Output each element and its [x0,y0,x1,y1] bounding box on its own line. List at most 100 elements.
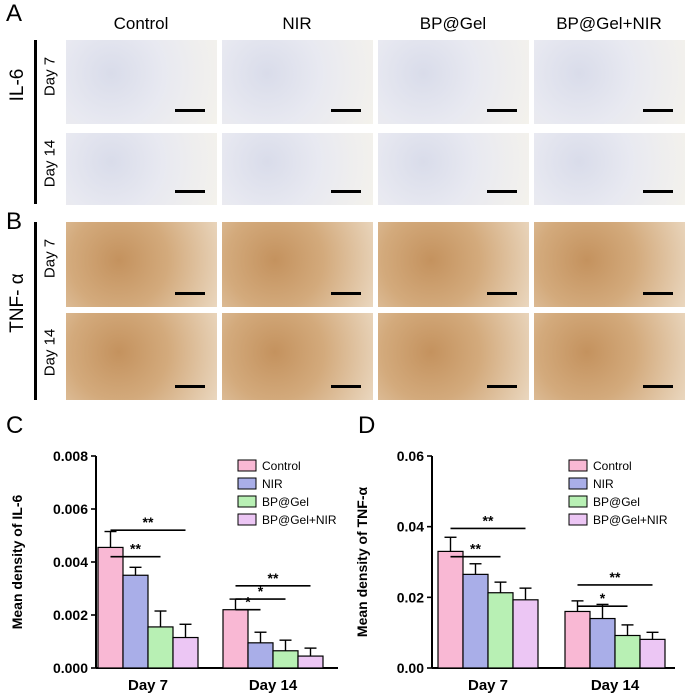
y-tick-label: 0.00 [397,660,424,676]
y-tick-label: 0.02 [397,589,424,605]
y-tick-label: 0.004 [53,554,88,570]
legend-label: BP@Gel+NIR [262,513,337,527]
bar [512,599,539,669]
scale-bar [175,109,205,112]
micrograph-tile [222,222,373,307]
legend-swatch [568,477,588,490]
scale-bar [643,385,673,388]
legend-label: BP@Gel+NIR [593,513,668,527]
scale-bar [487,385,517,388]
row-label-tnf-day14: Day 14 [41,328,59,377]
scale-bar [643,190,673,193]
group-bracket-il6 [34,40,37,204]
micrograph-tile [66,40,217,124]
x-tick-label: Day 14 [591,677,640,694]
scale-bar [175,190,205,193]
legend-label: Control [262,459,301,473]
micrograph-tile [534,313,685,400]
scale-bar [331,292,361,295]
scale-bar [175,385,205,388]
column-header-control: Control [113,14,169,33]
legend-label: NIR [262,477,283,491]
scale-bar [643,109,673,112]
legend-label: BP@Gel [262,495,309,509]
micrograph-tile [534,133,685,205]
legend-swatch [237,477,257,490]
bar [462,573,489,669]
x-tick-label: Day 7 [128,677,168,694]
legend-swatch [237,513,257,526]
y-tick-label: 0.006 [53,501,88,517]
bar [272,650,299,669]
micrograph-tile [66,222,217,307]
scale-bar [331,190,361,193]
significance-label: ** [470,541,481,557]
micrograph-tile [66,133,217,205]
bar [487,592,514,669]
group-label-tnf: TNF- α [7,273,28,333]
significance-label: * [600,590,606,606]
legend-label: BP@Gel [593,495,640,509]
micrograph-tile [534,222,685,307]
bar [247,642,274,669]
significance-label: ** [610,569,621,585]
bar [564,610,591,669]
significance-label: ** [268,570,279,586]
micrograph-tile [378,133,529,205]
micrograph-tile [534,40,685,124]
chart-tnf: 0.00 0.02 0.04 0.06 Mean density of TNF-α Day… [354,448,675,694]
bar [589,617,616,669]
scale-bar [487,292,517,295]
y-tick-label: 0.04 [397,519,424,535]
y-tick-label: 0.002 [53,607,88,623]
micrograph-tile [222,133,373,205]
micrograph-tile [222,40,373,124]
legend-swatch [568,513,588,526]
micrograph-tile [378,40,529,124]
legend-swatch [237,459,257,472]
bar [147,626,174,669]
scale-bar [487,190,517,193]
chart-il6: 0.000 0.002 0.004 0.006 0.008 Mean density of… [9,448,338,694]
x-tick-label: Day 14 [249,677,298,694]
column-header-bpgel: BP@Gel [419,14,487,33]
y-axis-label: Mean density of IL-6 [9,495,25,630]
legend-swatch [568,495,588,508]
row-label-tnf-day7: Day 7 [41,238,59,279]
scale-bar [175,292,205,295]
bar [614,634,641,669]
row-label-il6-day14: Day 14 [41,139,59,188]
panel-a-letter: A [6,0,23,27]
micrograph-tile [222,313,373,400]
y-axis-label: Mean density of TNF-α [354,487,370,638]
significance-label: * [245,594,251,610]
legend-label: Control [593,459,632,473]
micrograph-tile [66,313,217,400]
scale-bar [331,109,361,112]
group-bracket-tnf [34,222,37,400]
row-label-il6-day7: Day 7 [41,56,59,97]
legend-swatch [237,495,257,508]
legend-swatch [568,459,588,472]
bar [122,574,149,669]
bar [172,636,199,669]
bar [639,638,666,669]
micrograph-tile [378,313,529,400]
x-tick-label: Day 7 [468,677,508,694]
panel-d-letter: D [358,412,376,439]
panel-c-letter: C [6,412,24,439]
significance-label: ** [143,514,154,530]
y-tick-label: 0.008 [53,448,88,464]
bar [437,550,464,669]
bar [297,655,324,669]
micrograph-tile [378,222,529,307]
bar [97,546,124,669]
scale-bar [487,109,517,112]
column-header-bpgel-nir: BP@Gel+NIR [556,14,662,33]
column-header-nir: NIR [282,14,312,33]
significance-label: ** [483,512,494,528]
scale-bar [331,385,361,388]
legend-label: NIR [593,477,614,491]
significance-label: ** [130,541,141,557]
bar [222,609,249,669]
